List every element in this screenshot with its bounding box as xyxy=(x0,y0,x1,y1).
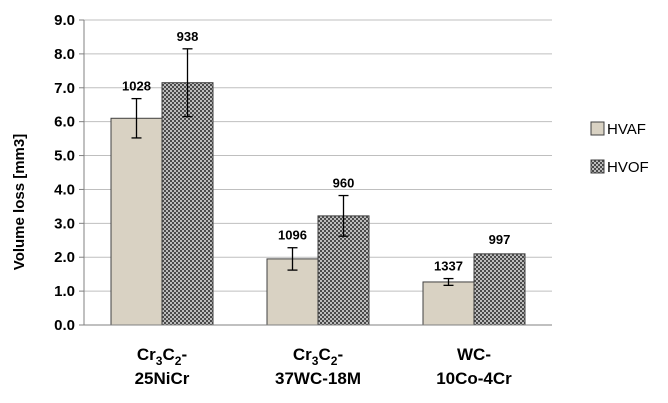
data-label-hvof-2: 997 xyxy=(489,232,511,247)
data-label-hvaf-2: 1337 xyxy=(434,259,463,274)
legend: HVAF HVOF xyxy=(590,121,649,176)
y-tick-label: 5.0 xyxy=(54,148,75,165)
y-tick-label: 9.0 xyxy=(54,12,75,29)
data-label-hvaf-1: 1096 xyxy=(278,228,307,243)
y-axis-title: Volume loss [mm3] xyxy=(11,134,28,270)
y-tick-label: 6.0 xyxy=(54,114,75,131)
y-tick-label: 7.0 xyxy=(54,80,75,97)
data-label-hvaf-0: 1028 xyxy=(122,79,151,94)
data-label-hvof-0: 938 xyxy=(177,29,199,44)
category-label: Cr3C2- xyxy=(293,345,343,368)
category-label: 37WC-18M xyxy=(275,369,361,388)
category-label: Cr3C2- xyxy=(137,345,187,368)
bar-hvaf-0 xyxy=(110,117,163,326)
y-tick-label: 4.0 xyxy=(54,181,75,198)
legend-label-hvaf: HVAF xyxy=(607,121,646,138)
y-tick-label: 3.0 xyxy=(54,215,75,232)
category-label: 25NiCr xyxy=(135,369,190,388)
category-label: WC- xyxy=(457,345,491,364)
bars xyxy=(110,82,526,326)
y-tick-label: 8.0 xyxy=(54,46,75,63)
legend-swatch-hvof xyxy=(590,159,605,174)
legend-swatch-hvaf xyxy=(590,121,605,136)
data-labels: 1028 938 1096 960 1337 997 xyxy=(122,29,510,274)
legend-label-hvof: HVOF xyxy=(607,159,649,176)
bar-hvaf-2 xyxy=(422,281,475,326)
bar-hvof-2 xyxy=(473,253,526,326)
data-label-hvof-1: 960 xyxy=(333,176,355,191)
y-axis: 0.0 1.0 2.0 3.0 4.0 5.0 6.0 7.0 8.0 9.0 xyxy=(54,12,85,334)
y-tick-label: 2.0 xyxy=(54,249,75,266)
category-label: 10Co-4Cr xyxy=(436,369,512,388)
error-bars xyxy=(131,48,454,287)
bar-hvof-0 xyxy=(161,82,214,326)
y-tick-label: 1.0 xyxy=(54,283,75,300)
y-tick-label: 0.0 xyxy=(54,317,75,334)
